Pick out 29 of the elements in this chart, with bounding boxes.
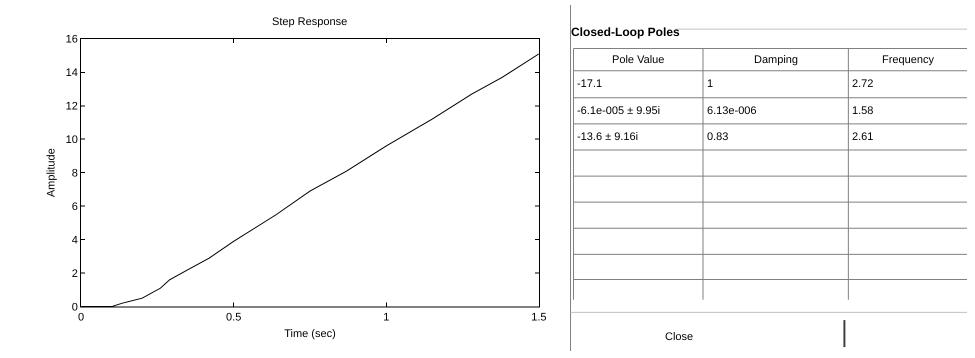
text: 6.13e-006 [707, 105, 757, 117]
y-tick-label: 2 [72, 268, 78, 280]
text: Damping [754, 54, 798, 66]
text: 2.72 [852, 78, 874, 90]
text: Frequency [882, 54, 934, 66]
text: Closed-Loop Poles [571, 25, 680, 39]
x-tick-label: 0.5 [226, 312, 242, 324]
y-tick-label: 8 [72, 168, 78, 180]
text: 0.83 [707, 131, 728, 143]
text: -13.6 ± 9.16i [577, 131, 638, 143]
y-tick-label: 10 [66, 134, 78, 146]
text: Pole Value [612, 54, 664, 66]
y-tick-label: 0 [72, 301, 78, 314]
y-tick-label: 6 [72, 200, 78, 213]
y-tick-label: 12 [66, 100, 78, 113]
text: Close [665, 331, 694, 343]
x-tick-label: 1 [383, 312, 390, 324]
text: -17.1 [577, 78, 602, 90]
text: -6.1e-005 ± 9.95i [577, 105, 660, 117]
text: 1.58 [852, 105, 874, 117]
text: 1 [707, 78, 714, 90]
y-tick-label: 14 [66, 67, 78, 80]
chart-title: Step Response [272, 16, 348, 28]
y-tick-label: 16 [66, 34, 78, 46]
x-axis-title: Time (sec) [284, 328, 336, 340]
text: 2.61 [852, 131, 874, 143]
y-axis-title: Amplitude [45, 148, 58, 198]
x-tick-label: 1.5 [531, 312, 547, 324]
y-tick-label: 4 [72, 234, 78, 246]
